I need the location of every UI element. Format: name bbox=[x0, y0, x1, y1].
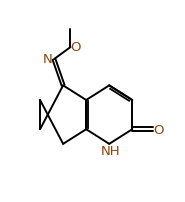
Text: O: O bbox=[71, 41, 81, 54]
Text: O: O bbox=[154, 123, 164, 136]
Text: NH: NH bbox=[100, 145, 120, 158]
Text: N: N bbox=[43, 53, 53, 66]
